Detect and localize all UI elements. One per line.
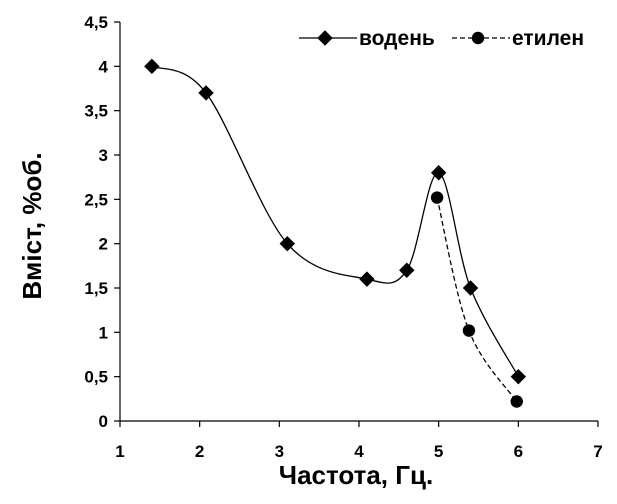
data-point	[510, 368, 527, 385]
data-point	[399, 262, 415, 278]
data-point	[510, 395, 523, 408]
y-tick-label: 1,5	[84, 279, 108, 298]
x-tick-label: 4	[354, 442, 364, 461]
x-tick-label: 6	[514, 442, 523, 461]
data-point	[359, 271, 375, 287]
x-tick-label: 1	[115, 442, 124, 461]
legend-circle-marker	[471, 31, 485, 45]
x-axis-ticks: 1 2 3 4 5 6 7	[115, 421, 603, 461]
series-ethylene	[430, 191, 523, 408]
y-tick-label: 0	[99, 412, 108, 431]
series-line	[151, 65, 519, 377]
y-tick-label: 3	[99, 146, 108, 165]
data-point	[430, 165, 447, 181]
y-tick-label: 2	[99, 235, 108, 254]
legend-label: етилен	[512, 27, 584, 50]
y-axis-title: Вміст, %об.	[17, 152, 47, 299]
y-tick-label: 3,5	[84, 102, 108, 121]
y-tick-label: 1	[99, 323, 108, 342]
data-point	[198, 85, 214, 101]
y-tick-label: 2,5	[84, 190, 108, 209]
legend: водень етилен	[299, 27, 584, 50]
data-point	[462, 324, 476, 337]
axes: 1 2 3 4 5 6 7 0 0,5 1 1,5 2 2,5 3 3,5 4 4,5	[84, 13, 602, 461]
y-axis-ticks: 0 0,5 1 1,5 2 2,5 3 3,5 4 4,5	[84, 13, 120, 431]
legend-diamond-marker	[317, 30, 333, 46]
legend-label: водень	[359, 27, 435, 50]
x-tick-label: 5	[434, 442, 443, 461]
series-hydrogen	[144, 58, 527, 385]
x-tick-label: 3	[275, 442, 284, 461]
data-point	[430, 191, 444, 204]
x-tick-label: 2	[195, 442, 204, 461]
series-layer	[144, 58, 527, 408]
x-tick-label: 7	[593, 442, 602, 461]
y-tick-label: 0,5	[84, 368, 108, 387]
series-line	[436, 197, 518, 402]
data-point	[462, 280, 479, 296]
y-tick-label: 4,5	[84, 13, 108, 32]
y-tick-label: 4	[99, 57, 109, 76]
data-point	[144, 58, 160, 75]
x-axis-title: Частота, Гц.	[279, 460, 433, 490]
data-point	[279, 235, 296, 252]
